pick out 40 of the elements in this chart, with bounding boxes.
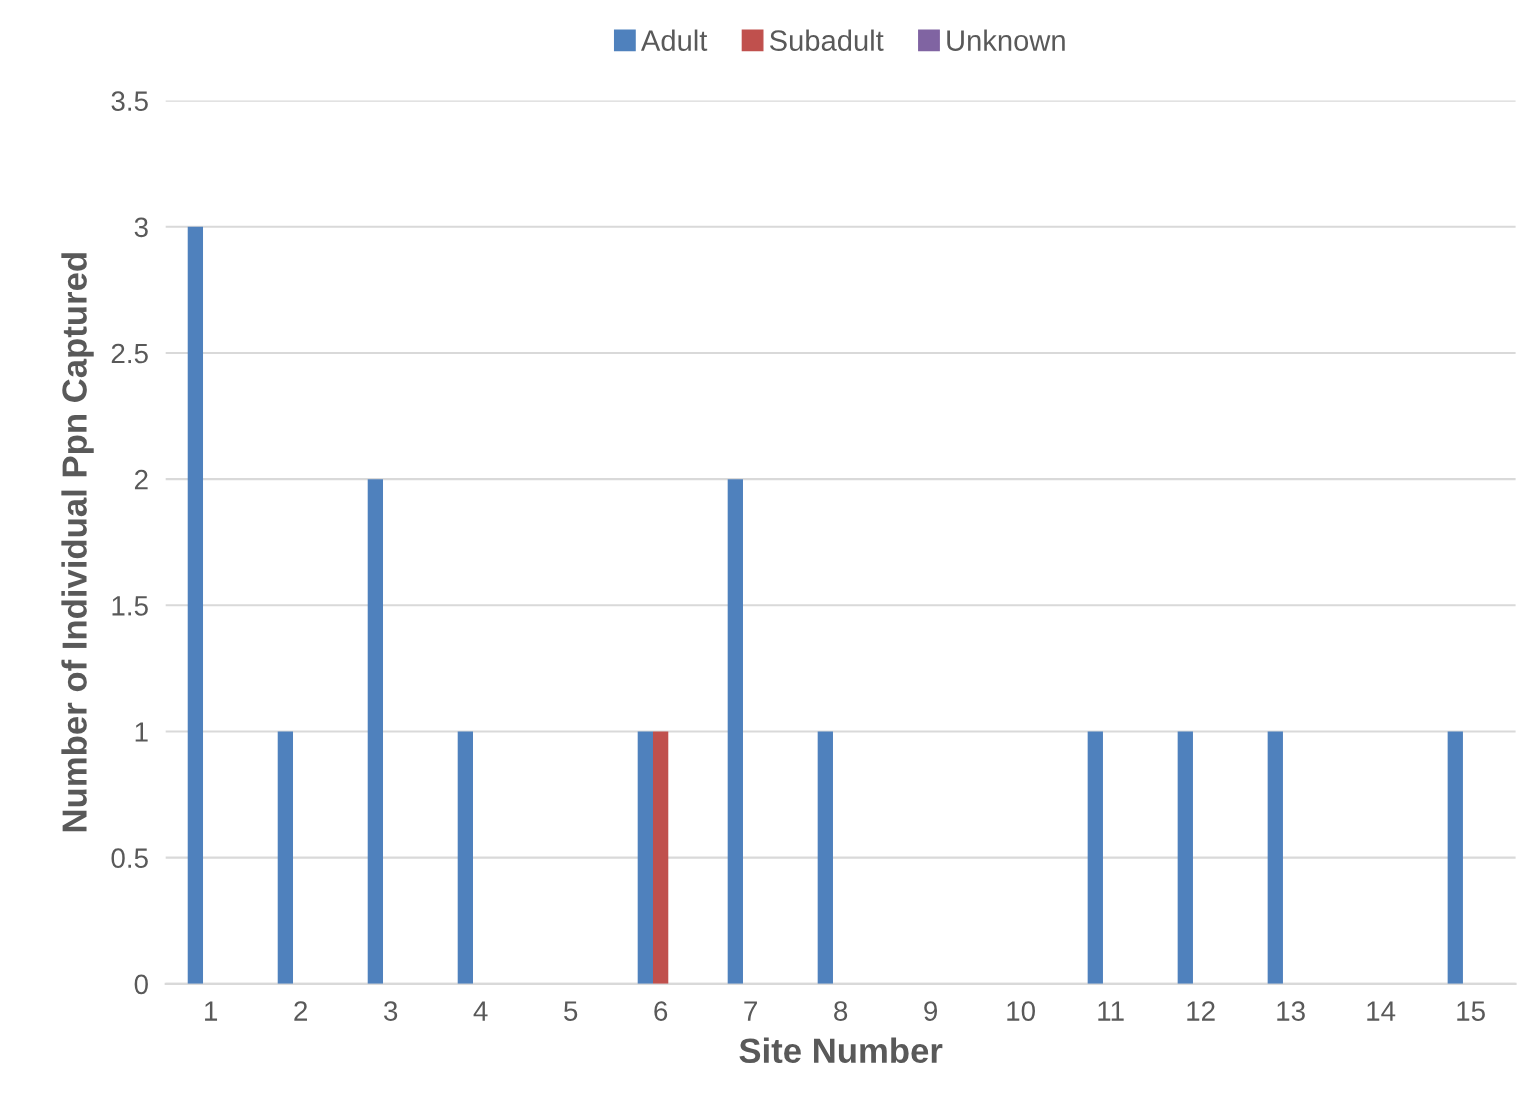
x-tick-label: 1 — [205, 1001, 218, 1021]
x-tick-label: 9 — [924, 1001, 938, 1021]
bar — [457, 731, 473, 984]
bar — [652, 731, 669, 984]
legend-label: Adult — [640, 29, 708, 51]
y-axis-title: Number of Individual Ppn Captured — [61, 253, 94, 832]
x-tick-label: 13 — [1277, 1001, 1305, 1021]
x-tick-label: 14 — [1367, 1001, 1396, 1021]
x-tick-label: 7 — [744, 1001, 757, 1021]
bar — [727, 479, 743, 984]
y-tick-label: 1.5 — [112, 596, 148, 616]
bar — [637, 731, 653, 984]
y-tick-label: 2.5 — [111, 343, 148, 364]
y-tick-label: 2 — [134, 469, 148, 490]
y-tick-label: 1 — [135, 722, 148, 742]
x-tick-label: 10 — [1007, 1001, 1035, 1021]
x-tick-label: 8 — [834, 1001, 848, 1021]
bar — [1447, 731, 1463, 984]
y-tick-label: 3 — [134, 217, 148, 238]
x-axis-title: Site Number — [739, 1037, 943, 1064]
bar — [367, 479, 384, 984]
x-tick-label: 6 — [654, 1001, 668, 1021]
x-tick-label: 5 — [564, 1001, 578, 1021]
y-tick-label: 0 — [134, 974, 148, 995]
bar — [1087, 731, 1103, 984]
x-tick-label: 12 — [1187, 1001, 1215, 1021]
x-tick-label: 15 — [1457, 1001, 1485, 1021]
x-tick-label: 3 — [383, 1001, 398, 1021]
y-tick-label: 0.5 — [111, 848, 148, 868]
bar — [277, 731, 294, 984]
x-tick-label: 2 — [294, 1001, 307, 1021]
bar — [1177, 731, 1193, 984]
bar — [1267, 731, 1283, 984]
legend-label: Unknown — [947, 29, 1065, 51]
y-tick-label: 3.5 — [111, 91, 148, 111]
x-tick-label: 4 — [473, 1001, 488, 1021]
x-tick-label: 11 — [1098, 1001, 1124, 1021]
bar — [187, 226, 204, 984]
bar — [817, 731, 833, 984]
legend-label: Subadult — [769, 29, 884, 51]
